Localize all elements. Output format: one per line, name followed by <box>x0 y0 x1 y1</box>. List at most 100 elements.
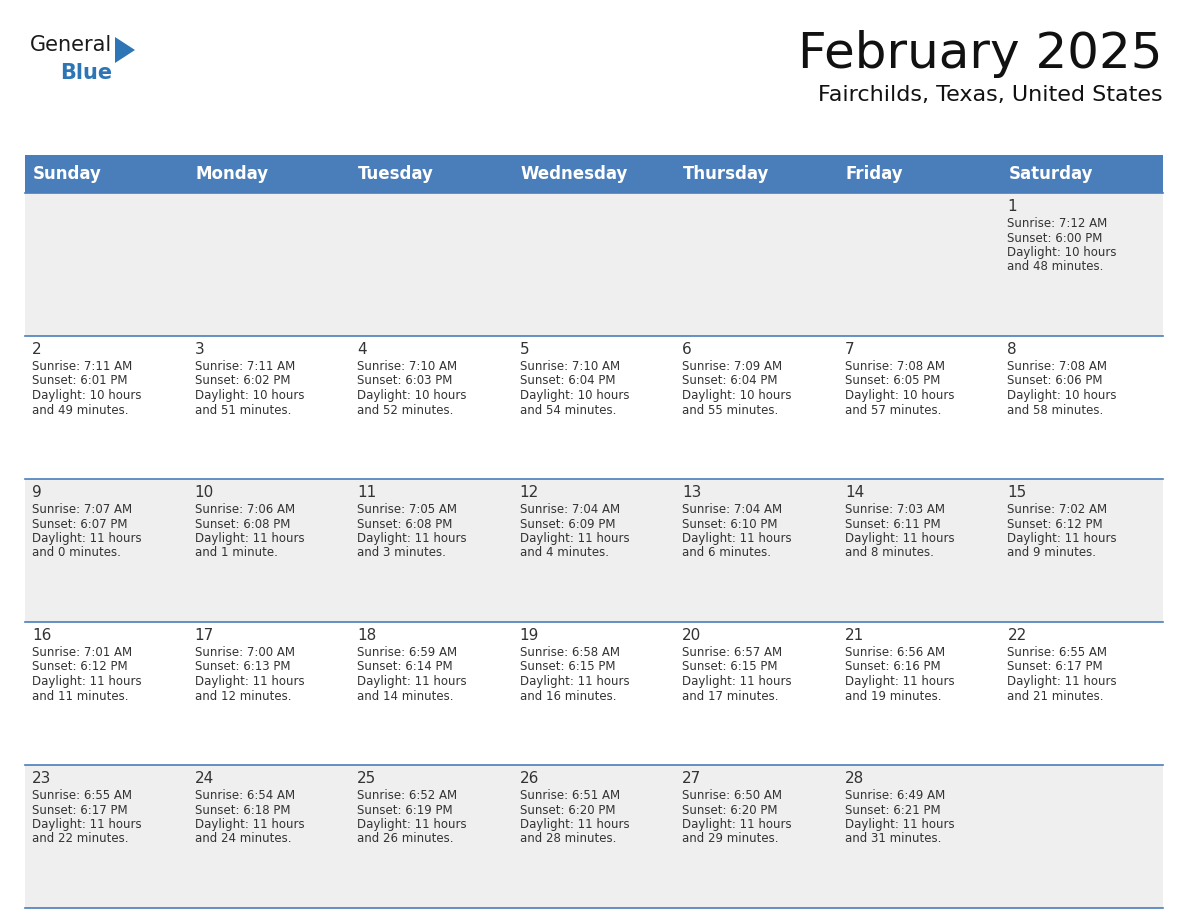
Text: Daylight: 11 hours: Daylight: 11 hours <box>519 675 630 688</box>
Text: Monday: Monday <box>196 165 268 183</box>
Text: Blue: Blue <box>61 63 112 83</box>
Text: Fairchilds, Texas, United States: Fairchilds, Texas, United States <box>819 85 1163 105</box>
Text: Daylight: 11 hours: Daylight: 11 hours <box>32 818 141 831</box>
Bar <box>25 479 188 622</box>
Text: and 58 minutes.: and 58 minutes. <box>1007 404 1104 417</box>
Text: and 14 minutes.: and 14 minutes. <box>358 689 454 702</box>
Text: and 3 minutes.: and 3 minutes. <box>358 546 446 559</box>
Bar <box>350 622 513 765</box>
Text: and 1 minute.: and 1 minute. <box>195 546 278 559</box>
Text: 16: 16 <box>32 628 51 643</box>
Polygon shape <box>115 37 135 63</box>
Text: Daylight: 10 hours: Daylight: 10 hours <box>1007 389 1117 402</box>
Text: 23: 23 <box>32 771 51 786</box>
Text: Saturday: Saturday <box>1009 165 1093 183</box>
Text: Sunset: 6:04 PM: Sunset: 6:04 PM <box>519 375 615 387</box>
Text: Sunrise: 7:04 AM: Sunrise: 7:04 AM <box>519 503 620 516</box>
Text: Sunset: 6:08 PM: Sunset: 6:08 PM <box>195 518 290 531</box>
Text: 10: 10 <box>195 485 214 500</box>
Text: 14: 14 <box>845 485 864 500</box>
Text: 3: 3 <box>195 342 204 357</box>
Text: 9: 9 <box>32 485 42 500</box>
Text: Sunset: 6:17 PM: Sunset: 6:17 PM <box>1007 660 1102 674</box>
Text: Sunrise: 7:00 AM: Sunrise: 7:00 AM <box>195 646 295 659</box>
Bar <box>675 765 838 908</box>
Text: 24: 24 <box>195 771 214 786</box>
Text: Sunrise: 7:08 AM: Sunrise: 7:08 AM <box>845 360 944 373</box>
Bar <box>1000 336 1163 479</box>
Text: Sunrise: 7:03 AM: Sunrise: 7:03 AM <box>845 503 944 516</box>
Bar <box>838 155 1000 193</box>
Text: and 26 minutes.: and 26 minutes. <box>358 833 454 845</box>
Text: 17: 17 <box>195 628 214 643</box>
Text: Sunset: 6:17 PM: Sunset: 6:17 PM <box>32 803 127 816</box>
Text: and 12 minutes.: and 12 minutes. <box>195 689 291 702</box>
Text: and 54 minutes.: and 54 minutes. <box>519 404 617 417</box>
Text: Daylight: 11 hours: Daylight: 11 hours <box>358 675 467 688</box>
Text: and 16 minutes.: and 16 minutes. <box>519 689 617 702</box>
Text: Sunset: 6:12 PM: Sunset: 6:12 PM <box>32 660 127 674</box>
Bar <box>350 336 513 479</box>
Text: Daylight: 10 hours: Daylight: 10 hours <box>682 389 791 402</box>
Text: 25: 25 <box>358 771 377 786</box>
Text: Sunrise: 7:05 AM: Sunrise: 7:05 AM <box>358 503 457 516</box>
Text: Sunset: 6:19 PM: Sunset: 6:19 PM <box>358 803 453 816</box>
Text: 7: 7 <box>845 342 854 357</box>
Text: Sunrise: 6:55 AM: Sunrise: 6:55 AM <box>1007 646 1107 659</box>
Text: Sunrise: 7:11 AM: Sunrise: 7:11 AM <box>32 360 132 373</box>
Text: and 51 minutes.: and 51 minutes. <box>195 404 291 417</box>
Text: Daylight: 11 hours: Daylight: 11 hours <box>682 532 792 545</box>
Bar <box>350 155 513 193</box>
Text: Sunset: 6:21 PM: Sunset: 6:21 PM <box>845 803 941 816</box>
Text: and 29 minutes.: and 29 minutes. <box>682 833 779 845</box>
Text: 4: 4 <box>358 342 367 357</box>
Bar <box>188 336 350 479</box>
Bar <box>513 336 675 479</box>
Bar <box>675 622 838 765</box>
Bar <box>1000 193 1163 336</box>
Text: and 55 minutes.: and 55 minutes. <box>682 404 778 417</box>
Text: Daylight: 11 hours: Daylight: 11 hours <box>682 818 792 831</box>
Text: Sunset: 6:08 PM: Sunset: 6:08 PM <box>358 518 453 531</box>
Bar <box>675 479 838 622</box>
Text: Sunrise: 6:59 AM: Sunrise: 6:59 AM <box>358 646 457 659</box>
Text: Sunrise: 7:08 AM: Sunrise: 7:08 AM <box>1007 360 1107 373</box>
Bar <box>1000 622 1163 765</box>
Text: Daylight: 11 hours: Daylight: 11 hours <box>519 532 630 545</box>
Bar <box>25 622 188 765</box>
Bar <box>838 336 1000 479</box>
Text: and 22 minutes.: and 22 minutes. <box>32 833 128 845</box>
Text: Daylight: 10 hours: Daylight: 10 hours <box>358 389 467 402</box>
Text: Sunset: 6:13 PM: Sunset: 6:13 PM <box>195 660 290 674</box>
Bar <box>675 193 838 336</box>
Text: and 9 minutes.: and 9 minutes. <box>1007 546 1097 559</box>
Text: Sunrise: 7:07 AM: Sunrise: 7:07 AM <box>32 503 132 516</box>
Text: 2: 2 <box>32 342 42 357</box>
Bar <box>1000 765 1163 908</box>
Text: and 19 minutes.: and 19 minutes. <box>845 689 941 702</box>
Text: Sunset: 6:10 PM: Sunset: 6:10 PM <box>682 518 778 531</box>
Text: and 28 minutes.: and 28 minutes. <box>519 833 617 845</box>
Bar <box>188 193 350 336</box>
Text: 21: 21 <box>845 628 864 643</box>
Bar <box>25 765 188 908</box>
Text: February 2025: February 2025 <box>798 30 1163 78</box>
Bar <box>838 193 1000 336</box>
Text: Daylight: 11 hours: Daylight: 11 hours <box>845 532 954 545</box>
Text: Thursday: Thursday <box>683 165 770 183</box>
Text: Sunrise: 7:04 AM: Sunrise: 7:04 AM <box>682 503 783 516</box>
Text: Sunset: 6:12 PM: Sunset: 6:12 PM <box>1007 518 1102 531</box>
Text: and 49 minutes.: and 49 minutes. <box>32 404 128 417</box>
Text: Sunrise: 6:51 AM: Sunrise: 6:51 AM <box>519 789 620 802</box>
Text: 19: 19 <box>519 628 539 643</box>
Bar <box>838 765 1000 908</box>
Text: General: General <box>30 35 112 55</box>
Text: 20: 20 <box>682 628 702 643</box>
Text: 12: 12 <box>519 485 539 500</box>
Text: 15: 15 <box>1007 485 1026 500</box>
Bar <box>350 193 513 336</box>
Bar <box>350 479 513 622</box>
Text: Daylight: 11 hours: Daylight: 11 hours <box>358 532 467 545</box>
Text: Sunrise: 7:10 AM: Sunrise: 7:10 AM <box>358 360 457 373</box>
Text: Sunrise: 6:49 AM: Sunrise: 6:49 AM <box>845 789 946 802</box>
